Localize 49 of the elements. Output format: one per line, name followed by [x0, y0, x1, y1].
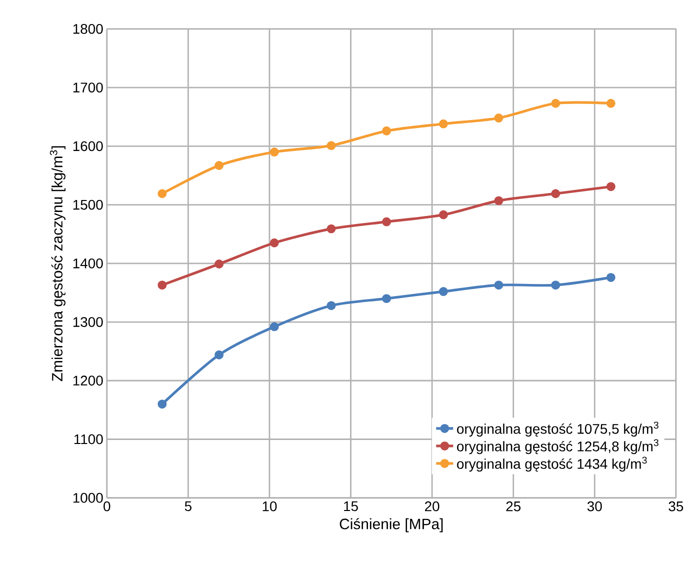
point [606, 182, 616, 192]
point [382, 217, 392, 226]
point [158, 400, 167, 409]
y-tick-label: 1100 [74, 434, 103, 444]
y-tick-label: 1000 [73, 493, 103, 503]
x-tick-label: 10 [262, 501, 277, 512]
point [494, 196, 504, 206]
point [326, 224, 336, 234]
point [551, 189, 560, 198]
x-tick-label: 20 [425, 501, 440, 512]
point [494, 280, 504, 290]
y-axis-title: Zmierzona gęstość zaczynu [kg/m$^{3}$] [50, 146, 66, 382]
point [270, 322, 279, 332]
point [606, 98, 616, 108]
point [551, 280, 560, 290]
x-tick-label: 35 [668, 501, 684, 512]
point [326, 301, 336, 310]
y-tick-label: 1400 [73, 258, 103, 268]
point [158, 189, 167, 198]
legend-label: oryginalna gęstość 1434 kg/m$^{3}$ [457, 456, 647, 472]
x-tick-label: 30 [587, 501, 602, 512]
x-tick-label: 25 [506, 501, 521, 512]
legend-label: oryginalna gęstość 1254,8 kg/m$^{3}$ [457, 439, 658, 454]
point [158, 280, 167, 290]
y-tick-label: 1300 [73, 317, 103, 328]
point [214, 350, 224, 360]
point [438, 287, 448, 296]
point [606, 273, 616, 282]
point [382, 294, 392, 304]
legend-label: oryginalna gęstość 1075,5 kg/m$^{3}$ [457, 422, 658, 437]
x-tick-label: 5 [184, 502, 192, 512]
point [326, 141, 336, 150]
point [270, 238, 279, 248]
point [438, 210, 448, 220]
point [551, 98, 560, 108]
point [382, 126, 392, 136]
y-tick-label: 1200 [73, 376, 103, 386]
y-tick-label: 1600 [73, 141, 103, 152]
point [214, 161, 224, 170]
x-tick-label: 15 [344, 502, 358, 512]
x-axis-title: Ciśnienie [MPa] [340, 518, 443, 532]
point [214, 260, 224, 269]
y-tick-label: 1800 [73, 24, 103, 34]
y-tick-label: 1500 [73, 200, 103, 210]
y-tick-label: 1700 [73, 82, 103, 93]
point [270, 148, 279, 157]
x-tick-label: 0 [104, 501, 110, 512]
point [494, 114, 504, 123]
point [438, 120, 448, 128]
